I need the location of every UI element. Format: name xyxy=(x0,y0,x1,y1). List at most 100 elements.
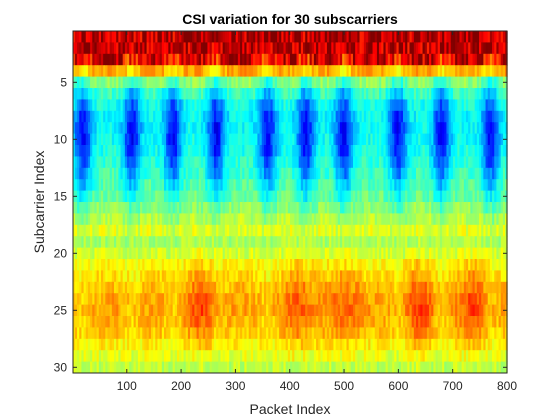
heatmap-cell xyxy=(198,224,202,237)
heatmap-cell xyxy=(407,122,410,134)
heatmap-cell xyxy=(129,270,132,283)
heatmap-cell xyxy=(222,361,226,374)
heatmap-cell xyxy=(94,65,98,77)
heatmap-cell xyxy=(190,110,193,123)
heatmap-cell xyxy=(161,316,165,328)
heatmap-cell xyxy=(398,350,402,362)
heatmap-cell xyxy=(316,213,319,226)
heatmap-cell xyxy=(331,338,334,351)
heatmap-cell xyxy=(368,110,371,123)
heatmap-cell xyxy=(100,122,104,134)
heatmap-cell xyxy=(79,156,82,169)
heatmap-cell xyxy=(298,236,302,248)
heatmap-cell xyxy=(253,156,256,169)
heatmap-cell xyxy=(85,259,89,271)
heatmap-cell xyxy=(185,42,189,55)
heatmap-cell xyxy=(190,338,193,351)
heatmap-cell xyxy=(313,42,317,55)
heatmap-cell xyxy=(153,179,156,191)
heatmap-cell xyxy=(205,304,208,317)
heatmap-cell xyxy=(127,350,130,362)
heatmap-cell xyxy=(159,361,163,374)
heatmap-cell xyxy=(292,167,295,180)
heatmap-cell xyxy=(218,145,221,157)
heatmap-cell xyxy=(379,122,382,134)
heatmap-cell xyxy=(159,31,163,43)
heatmap-cell xyxy=(105,293,108,305)
heatmap-cell xyxy=(309,99,313,112)
heatmap-cell xyxy=(350,133,354,146)
heatmap-cell xyxy=(79,42,82,55)
heatmap-cell xyxy=(335,190,339,203)
heatmap-cell xyxy=(161,65,165,77)
heatmap-cell xyxy=(181,338,184,351)
heatmap-cell xyxy=(433,179,436,191)
heatmap-cell xyxy=(292,236,295,248)
heatmap-cell xyxy=(385,156,389,169)
heatmap-cell xyxy=(292,327,295,340)
heatmap-cell xyxy=(335,361,339,374)
heatmap-cell xyxy=(100,224,104,237)
heatmap-cell xyxy=(426,133,430,146)
heatmap-cell xyxy=(342,145,345,157)
heatmap-cell xyxy=(263,247,267,260)
heatmap-cell xyxy=(218,327,221,340)
heatmap-cell xyxy=(270,65,274,77)
heatmap-cell xyxy=(339,213,343,226)
heatmap-cell xyxy=(237,361,241,374)
heatmap-cell xyxy=(116,281,119,294)
heatmap-cell xyxy=(285,338,289,351)
heatmap-cell xyxy=(207,361,211,374)
heatmap-cell xyxy=(346,42,350,55)
heatmap-cell xyxy=(366,88,369,100)
heatmap-cell xyxy=(166,247,169,260)
heatmap-cell xyxy=(374,338,378,351)
heatmap-cell xyxy=(418,236,421,248)
heatmap-cell xyxy=(261,122,265,134)
heatmap-cell xyxy=(279,247,282,260)
heatmap-cell xyxy=(168,350,171,362)
heatmap-cell xyxy=(337,76,341,89)
heatmap-cell xyxy=(118,236,121,248)
heatmap-cell xyxy=(211,167,215,180)
heatmap-cell xyxy=(96,145,100,157)
heatmap-cell xyxy=(379,179,382,191)
heatmap-cell xyxy=(253,327,256,340)
heatmap-cell xyxy=(124,213,128,226)
heatmap-cell xyxy=(72,316,76,328)
heatmap-cell xyxy=(177,110,180,123)
heatmap-cell xyxy=(333,247,337,260)
heatmap-cell xyxy=(316,31,319,43)
heatmap-cell xyxy=(322,190,326,203)
heatmap-cell xyxy=(146,259,150,271)
heatmap-cell xyxy=(159,304,163,317)
heatmap-cell xyxy=(348,110,352,123)
heatmap-cell xyxy=(331,327,334,340)
heatmap-cell xyxy=(316,361,319,374)
heatmap-cell xyxy=(83,338,87,351)
heatmap-cell xyxy=(131,145,134,157)
heatmap-cell xyxy=(418,110,421,123)
heatmap-cell xyxy=(383,270,386,283)
heatmap-cell xyxy=(261,281,265,294)
heatmap-cell xyxy=(137,76,141,89)
heatmap-cell xyxy=(405,213,408,226)
heatmap-cell xyxy=(376,293,380,305)
heatmap-cell xyxy=(407,224,410,237)
heatmap-cell xyxy=(335,99,339,112)
heatmap-cell xyxy=(222,327,226,340)
heatmap-cell xyxy=(85,213,89,226)
heatmap-cell xyxy=(357,361,360,374)
heatmap-cell xyxy=(90,133,93,146)
heatmap-cell xyxy=(396,327,400,340)
heatmap-cell xyxy=(329,167,332,180)
heatmap-cell xyxy=(270,122,274,134)
heatmap-cell xyxy=(316,99,319,112)
heatmap-cell xyxy=(118,65,121,77)
heatmap-cell xyxy=(292,304,295,317)
heatmap-cell xyxy=(366,99,369,112)
heatmap-cell xyxy=(79,224,82,237)
heatmap-cell xyxy=(174,179,178,191)
heatmap-cell xyxy=(103,293,106,305)
heatmap-cell xyxy=(98,224,102,237)
